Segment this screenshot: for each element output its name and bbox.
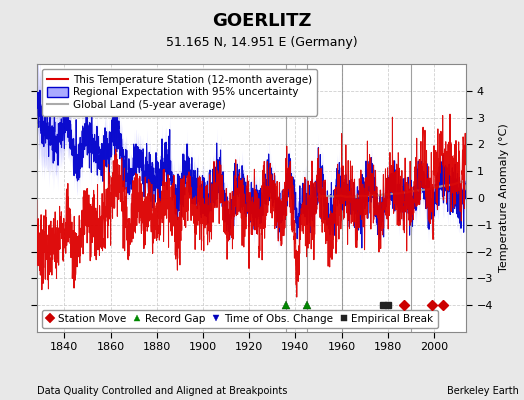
Text: GOERLITZ: GOERLITZ [212, 12, 312, 30]
Y-axis label: Temperature Anomaly (°C): Temperature Anomaly (°C) [499, 124, 509, 272]
Text: Berkeley Earth: Berkeley Earth [447, 386, 519, 396]
Text: 51.165 N, 14.951 E (Germany): 51.165 N, 14.951 E (Germany) [166, 36, 358, 49]
Text: Data Quality Controlled and Aligned at Breakpoints: Data Quality Controlled and Aligned at B… [37, 386, 287, 396]
Legend: Station Move, Record Gap, Time of Obs. Change, Empirical Break: Station Move, Record Gap, Time of Obs. C… [42, 310, 438, 328]
